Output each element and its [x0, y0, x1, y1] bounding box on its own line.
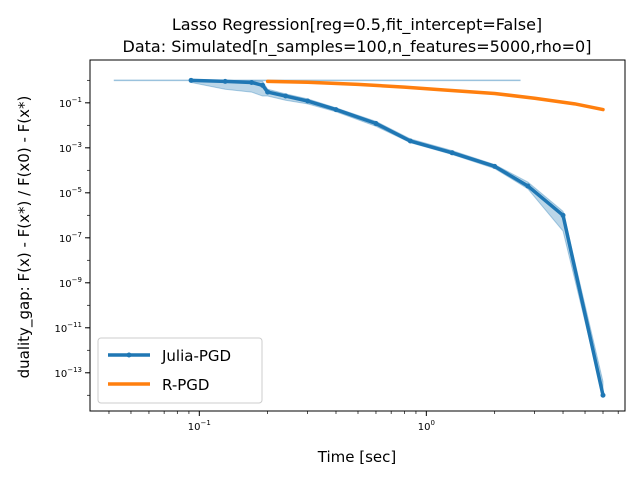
julia-pgd-point — [283, 93, 289, 99]
julia-pgd-point — [188, 77, 194, 83]
chart-subtitle: Data: Simulated[n_samples=100,n_features… — [123, 37, 592, 57]
axes-frame — [89, 59, 626, 412]
y-tick-label: 10−13 — [54, 366, 82, 380]
julia-pgd-point — [407, 138, 413, 144]
y-tick-label: 10−7 — [59, 231, 82, 245]
julia-pgd-point — [265, 89, 271, 95]
legend-label-r: R-PGD — [162, 376, 209, 394]
julia-pgd-point — [560, 212, 566, 218]
axes: 10−1 100 10−1 10−3 10−5 10−7 10−9 10−11 10−13 — [54, 59, 626, 433]
y-tick-label: 10−3 — [59, 141, 82, 155]
julia-pgd-point — [222, 78, 228, 84]
julia-pgd-point — [373, 121, 379, 127]
y-tick-label: 10−1 — [59, 96, 82, 110]
julia-pgd-point — [260, 82, 266, 88]
x-axis-label: Time [sec] — [317, 448, 396, 466]
r-pgd-line — [265, 79, 605, 112]
julia-pgd-point — [600, 392, 606, 398]
legend-marker-julia — [126, 352, 132, 358]
julia-pgd-point — [492, 163, 498, 169]
y-tick-label: 10−5 — [59, 186, 82, 200]
julia-pgd-point — [305, 98, 311, 104]
julia-pgd-point — [449, 150, 455, 156]
legend-label-julia: Julia-PGD — [161, 347, 231, 365]
julia-pgd-point — [333, 107, 339, 113]
y-tick-label: 10−11 — [54, 321, 82, 335]
y-tick-label: 10−9 — [59, 276, 82, 290]
x-tick-label: 10−1 — [188, 419, 211, 433]
julia-pgd-point — [525, 183, 531, 189]
legend: Julia-PGD R-PGD — [97, 337, 263, 404]
series-lines — [188, 77, 606, 398]
julia-pgd-point — [249, 79, 255, 85]
chart-title: Lasso Regression[reg=0.5,fit_intercept=F… — [172, 15, 542, 35]
y-axis-label: duality_gap: F(x) - F(x*) / F(x0) - F(x*… — [15, 96, 34, 379]
x-tick-label: 100 — [418, 419, 435, 433]
